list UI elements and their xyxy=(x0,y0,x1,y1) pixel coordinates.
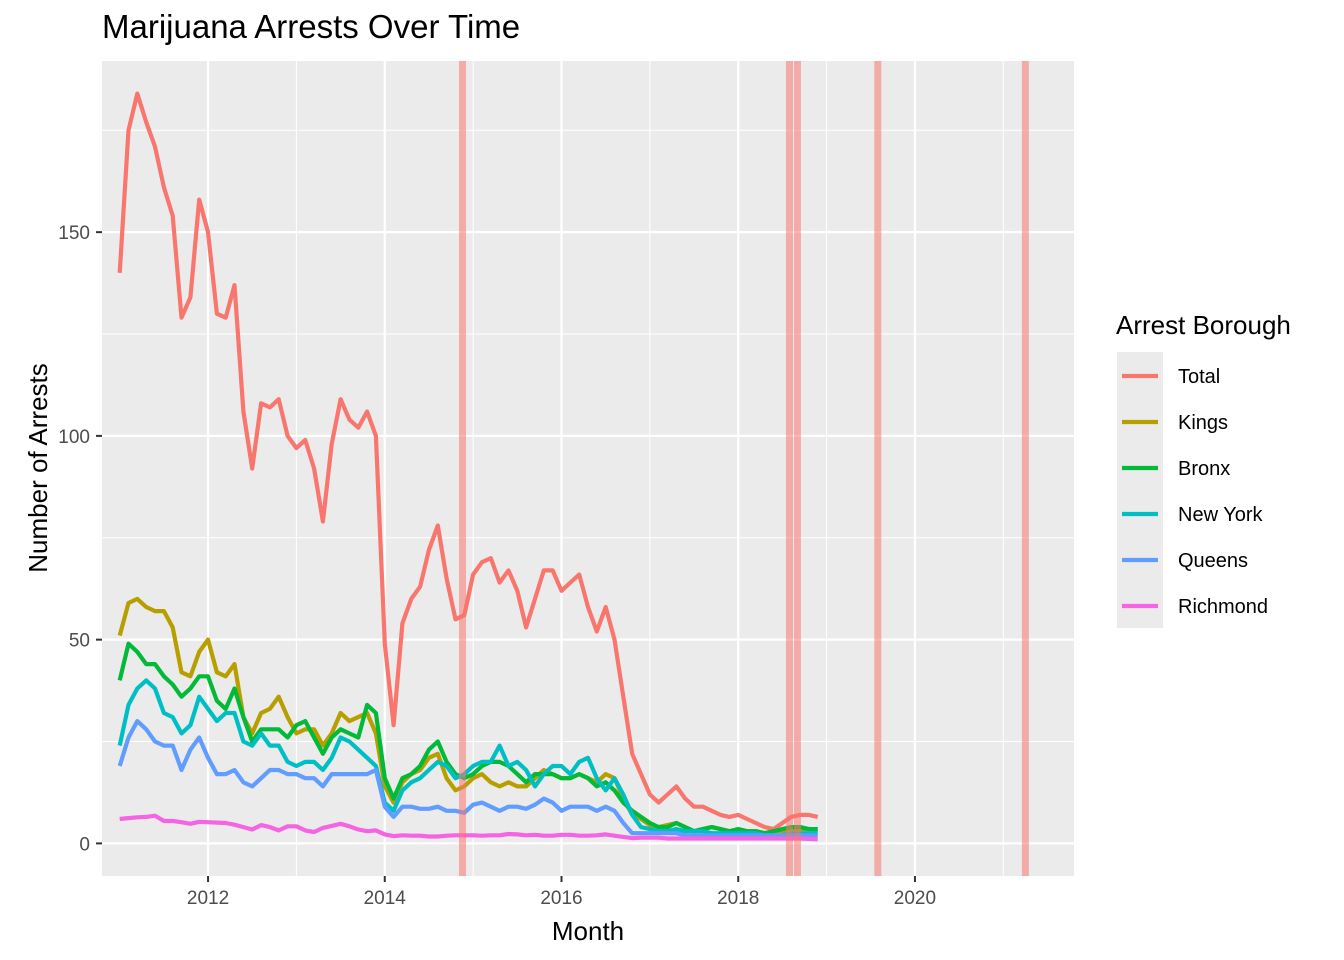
y-axis-title: Number of Arrests xyxy=(23,363,53,573)
plot-panel xyxy=(102,61,1074,876)
x-axis-title: Month xyxy=(552,916,624,946)
y-tick-label: 0 xyxy=(79,834,90,855)
chart-title: Marijuana Arrests Over Time xyxy=(102,8,521,45)
legend-title: Arrest Borough xyxy=(1116,310,1291,340)
y-tick-label: 50 xyxy=(69,631,90,652)
series-lines xyxy=(117,91,819,842)
legend-key-background xyxy=(1117,352,1163,628)
y-tick-label: 100 xyxy=(58,427,90,448)
series-line-richmond xyxy=(119,813,818,842)
legend-label: Total xyxy=(1178,366,1220,388)
x-tick-label: 2016 xyxy=(540,888,582,909)
series-line-new-york xyxy=(117,678,818,838)
legend-label: Kings xyxy=(1178,412,1228,434)
vertical-markers xyxy=(459,61,1029,876)
legend-label: Queens xyxy=(1178,550,1248,572)
y-tick-label: 150 xyxy=(58,223,90,244)
legend: Arrest Borough Total Kings Bronx New York Qu… xyxy=(1116,310,1291,628)
x-tick-label: 2018 xyxy=(717,888,759,909)
legend-label: Richmond xyxy=(1178,596,1268,618)
x-axis: 2012 2014 2016 2018 2020 xyxy=(187,876,936,909)
x-tick-label: 2014 xyxy=(364,888,407,909)
series-line-total xyxy=(117,91,819,832)
x-tick-label: 2020 xyxy=(894,888,936,909)
series-line-queens xyxy=(117,718,818,838)
legend-label: New York xyxy=(1178,504,1263,526)
legend-label: Bronx xyxy=(1178,458,1230,480)
minor-gridlines xyxy=(102,61,1074,876)
major-gridlines xyxy=(102,61,1074,876)
x-tick-label: 2012 xyxy=(187,888,229,909)
y-axis: 0 50 100 150 xyxy=(58,223,102,855)
